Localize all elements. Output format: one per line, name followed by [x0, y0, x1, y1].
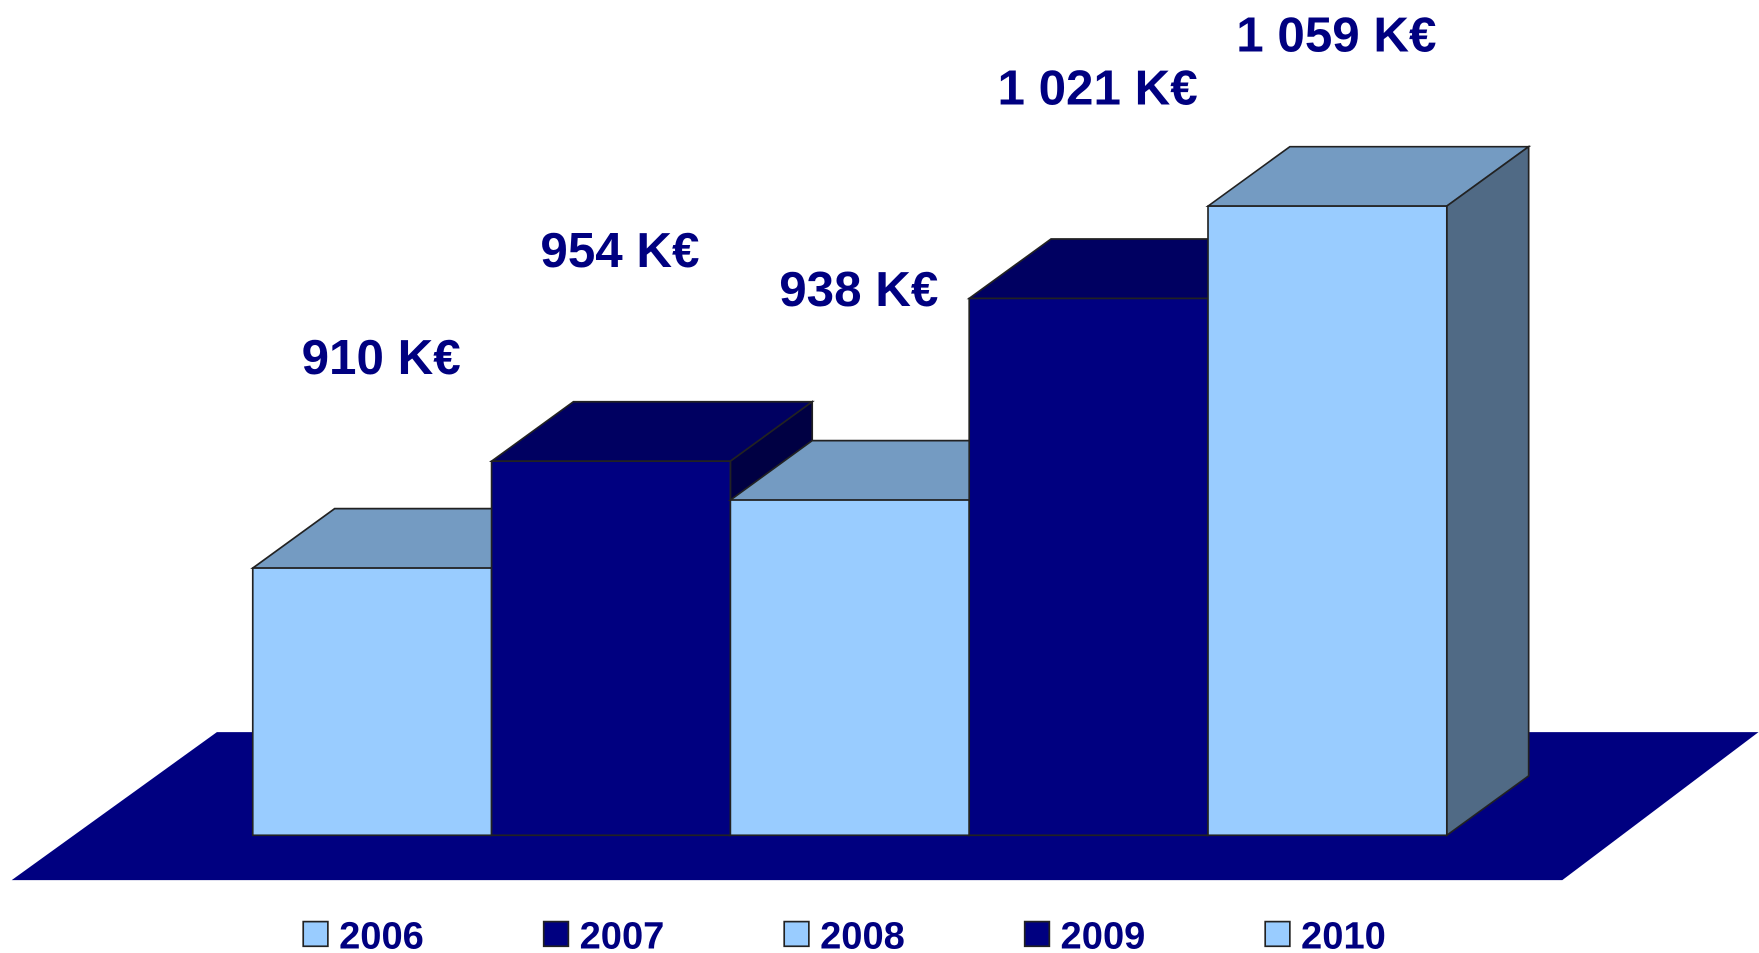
legend-swatch [783, 920, 810, 948]
legend-label: 2007 [580, 915, 665, 953]
bar [251, 567, 493, 837]
legend-swatch [1023, 920, 1051, 948]
legend-label: 2006 [339, 915, 424, 953]
data-label: 1 059 K€ [1236, 8, 1436, 63]
legend-swatch [1264, 920, 1291, 948]
legend-label: 2009 [1061, 915, 1146, 953]
legend-swatch [302, 920, 329, 948]
data-label: 1 021 K€ [997, 60, 1197, 115]
bar [490, 460, 732, 837]
data-label: 954 K€ [540, 223, 699, 278]
bar [729, 499, 971, 837]
data-label: 910 K€ [302, 330, 461, 385]
bar [1207, 205, 1448, 837]
legend-label: 2010 [1301, 915, 1386, 953]
data-label: 938 K€ [779, 262, 938, 317]
bar [968, 297, 1209, 837]
legend-label: 2008 [820, 915, 905, 953]
legend-swatch [542, 920, 570, 948]
bar-side [1445, 145, 1530, 837]
